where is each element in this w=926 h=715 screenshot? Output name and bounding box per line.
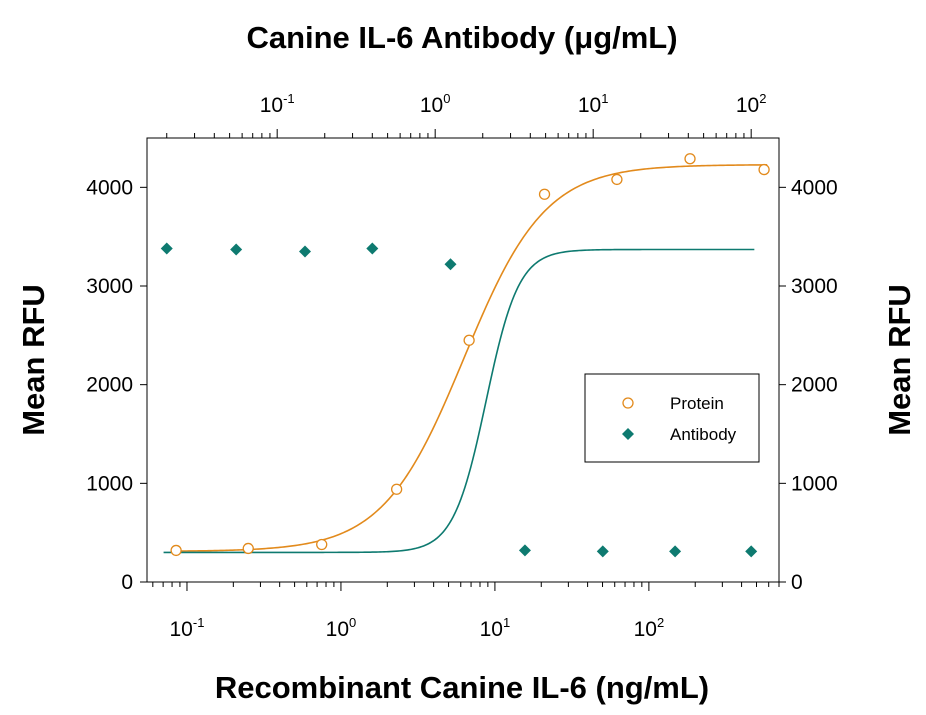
legend-marker-protein	[622, 397, 634, 409]
y-tick-label-right: 2000	[791, 374, 838, 397]
data-points	[160, 153, 770, 558]
legend-label-protein: Protein	[670, 394, 724, 413]
axes: 0 0 1000 1000 2000 2000 3000 3000 4000 4000 10-1 10…	[86, 91, 837, 641]
y-tick-label-right: 4000	[791, 176, 838, 199]
protein-point	[463, 334, 475, 346]
antibody-point	[518, 544, 531, 557]
y-tick-label-left: 1000	[86, 472, 133, 495]
y-tick-label-left: 0	[121, 571, 133, 594]
antibody-point	[299, 245, 311, 258]
protein-point	[684, 153, 696, 165]
antibody-point	[230, 243, 243, 256]
protein-point	[611, 173, 623, 186]
y-tick-label-right: 1000	[791, 472, 838, 495]
antibody-point	[444, 258, 457, 271]
chart-title: Canine IL-6 Antibody (μg/mL)	[246, 20, 677, 55]
x-tick-label: 100	[326, 615, 357, 641]
plot-frame	[146, 137, 780, 583]
y-axis-label-right: Mean RFU	[882, 284, 917, 436]
x-tick-label: 10-1	[170, 615, 205, 641]
antibody-point	[745, 545, 758, 558]
x-axis-label: Recombinant Canine IL-6 (ng/mL)	[215, 670, 709, 705]
y-axis-label: Mean RFU	[16, 284, 51, 436]
fit-curves	[163, 164, 768, 554]
legend: Protein Antibody	[584, 373, 760, 463]
x-tick-label: 101	[480, 615, 511, 641]
protein-point	[758, 163, 770, 176]
legend-marker-antibody	[622, 428, 634, 440]
antibody-point	[669, 545, 682, 558]
y-tick-label-left: 3000	[86, 275, 133, 298]
x2-tick-label: 101	[578, 91, 609, 117]
protein-point	[170, 544, 182, 557]
protein-point	[316, 538, 328, 551]
antibody-point	[160, 242, 173, 255]
y-tick-label-left: 4000	[86, 176, 133, 199]
legend-box	[584, 373, 760, 463]
protein-point	[538, 188, 551, 200]
antibody-fit-curve	[163, 248, 755, 554]
x2-tick-label: 102	[736, 91, 767, 117]
protein-fit-curve	[173, 164, 768, 552]
protein-point	[390, 483, 403, 495]
x-tick-label: 102	[634, 615, 665, 641]
y-tick-label-right: 0	[791, 571, 803, 594]
protein-point	[242, 542, 254, 555]
antibody-point	[596, 545, 609, 558]
y-tick-label-right: 3000	[791, 275, 838, 298]
y-tick-label-left: 2000	[86, 374, 133, 397]
antibody-point	[366, 242, 379, 255]
legend-label-antibody: Antibody	[670, 425, 737, 444]
x2-tick-label: 10-1	[260, 91, 295, 117]
x2-tick-label: 100	[420, 91, 451, 117]
